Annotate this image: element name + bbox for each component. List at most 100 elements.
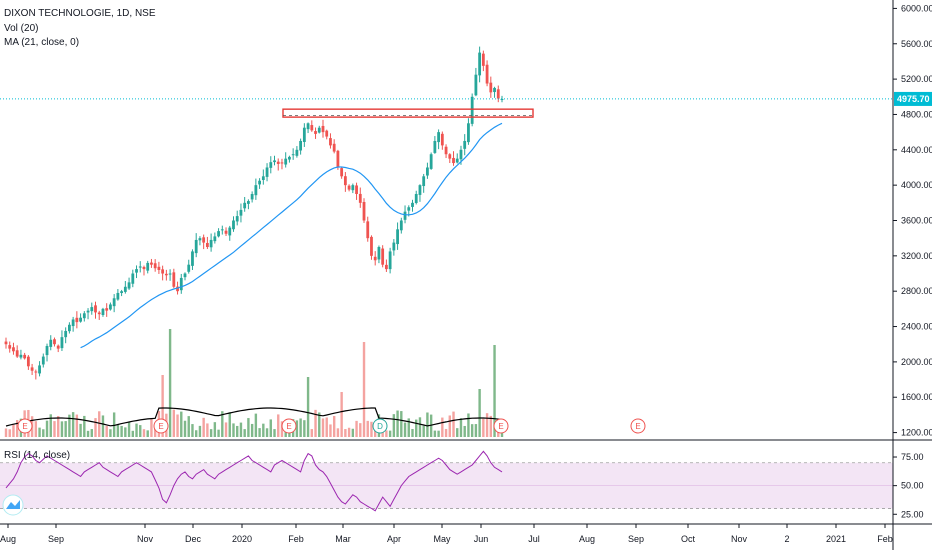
price-tick-label: 5200.00 xyxy=(901,74,932,84)
candle-body xyxy=(388,251,392,270)
candle-body xyxy=(228,227,232,236)
time-tick-label: May xyxy=(433,534,451,544)
volume-bar xyxy=(306,377,310,437)
earnings-marker[interactable]: E xyxy=(153,418,169,434)
candle-body xyxy=(120,291,124,294)
volume-bar xyxy=(142,429,146,437)
price-tick-label: 3600.00 xyxy=(901,216,932,226)
volume-bar xyxy=(426,412,429,437)
candle-body xyxy=(232,220,235,230)
rsi-tick-label: 50.00 xyxy=(901,481,924,491)
volume-bar xyxy=(139,425,142,437)
candle-body xyxy=(288,156,291,160)
candle-body xyxy=(299,140,303,151)
volume-bar xyxy=(411,428,414,437)
price-tick-label: 4000.00 xyxy=(901,180,932,190)
volume-bar xyxy=(94,418,97,437)
volume-bar xyxy=(452,411,455,437)
candle-body xyxy=(437,132,441,143)
candle-body xyxy=(34,371,38,373)
ma-legend[interactable]: MA (21, close, 0) xyxy=(4,37,80,48)
candle-body xyxy=(209,239,213,248)
time-tick-label: Sep xyxy=(48,534,64,544)
volume-bar xyxy=(221,411,224,437)
resistance-zone[interactable] xyxy=(282,108,534,118)
volume-bar xyxy=(68,414,71,437)
candle-body xyxy=(481,53,485,66)
volume-bar xyxy=(198,425,202,437)
price-tick-label: 2800.00 xyxy=(901,286,932,296)
volume-bar xyxy=(90,429,93,437)
volume-bar xyxy=(109,429,112,437)
price-tick-label: 5600.00 xyxy=(901,39,932,49)
event-marker-circle xyxy=(372,418,388,434)
candle-body xyxy=(116,292,120,300)
candle-body xyxy=(45,345,49,356)
symbol-legend[interactable]: DIXON TECHNOLOGIE, 1D, NSE xyxy=(4,8,156,19)
candle-body xyxy=(444,146,448,155)
earnings-marker[interactable]: E xyxy=(493,418,509,434)
volume-bar xyxy=(247,418,250,437)
price-tick-label: 1200.00 xyxy=(901,428,932,438)
candle-body xyxy=(224,230,228,234)
volume-bar xyxy=(124,427,127,437)
time-tick-label: Oct xyxy=(681,534,696,544)
volume-bar xyxy=(101,415,105,437)
volume-bar xyxy=(224,422,228,437)
candle-body xyxy=(284,158,288,165)
event-marker-label: E xyxy=(498,422,503,431)
candle-body xyxy=(191,251,194,266)
candle-body xyxy=(75,317,79,323)
candle-body xyxy=(496,89,500,99)
volume-bar xyxy=(344,429,347,437)
candle-body xyxy=(105,308,109,311)
time-tick-label: Sep xyxy=(628,534,644,544)
volume-bar xyxy=(444,428,448,437)
volume-bar xyxy=(116,424,120,437)
candle-body xyxy=(247,201,250,204)
volume-bar xyxy=(381,430,384,437)
candle-body xyxy=(131,273,135,284)
volume-bar xyxy=(277,414,280,437)
volume-bar xyxy=(38,427,41,437)
volume-bar xyxy=(213,422,217,437)
volume-legend[interactable]: Vol (20) xyxy=(4,23,39,34)
tradingview-logo-icon[interactable] xyxy=(2,494,24,516)
time-tick-label: 2020 xyxy=(232,534,252,544)
candle-body xyxy=(235,216,239,222)
dividend-marker[interactable]: D xyxy=(372,418,388,434)
volume-bar xyxy=(202,417,205,437)
volume-bar xyxy=(172,409,176,437)
volume-bar xyxy=(168,329,172,437)
candle-body xyxy=(79,317,82,322)
event-marker-label: D xyxy=(377,422,383,431)
candle-body xyxy=(138,266,142,268)
rsi-legend[interactable]: RSI (14, close) xyxy=(4,450,71,461)
time-tick-label: Jul xyxy=(528,534,540,544)
volume-bar xyxy=(49,414,52,437)
candle-body xyxy=(478,52,482,76)
candle-body xyxy=(265,167,269,177)
volume-bar xyxy=(407,418,410,437)
candle-body xyxy=(30,367,34,371)
earnings-marker[interactable]: E xyxy=(630,418,646,434)
candle-body xyxy=(53,339,56,345)
volume-bar xyxy=(236,425,239,437)
candle-body xyxy=(127,282,131,289)
volume-bar xyxy=(374,426,377,437)
volume-bar xyxy=(120,425,123,437)
time-tick-label: Nov xyxy=(731,534,748,544)
volume-bar xyxy=(180,411,183,437)
candle-body xyxy=(90,307,94,312)
candle-body xyxy=(321,125,325,133)
volume-bar xyxy=(153,428,157,437)
earnings-marker[interactable]: E xyxy=(281,418,297,434)
volume-bar xyxy=(493,345,496,437)
candle-body xyxy=(269,162,273,168)
candle-body xyxy=(396,229,399,245)
earnings-marker[interactable]: E xyxy=(17,418,33,434)
event-marker-label: E xyxy=(286,422,291,431)
candle-body xyxy=(452,157,455,164)
volume-bar xyxy=(396,410,399,437)
